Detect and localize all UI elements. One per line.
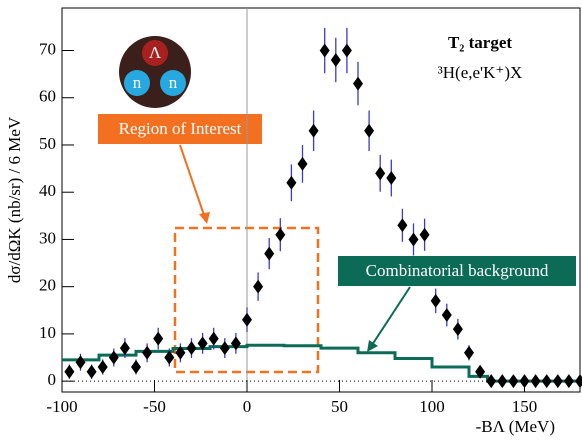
x-tick-label: 150 [512, 397, 538, 416]
data-point [430, 293, 441, 308]
region-label: Region of Interest [119, 119, 242, 138]
x-tick-label: 50 [331, 397, 348, 416]
data-point [386, 171, 397, 186]
data-point [219, 341, 230, 356]
y-tick-label: 10 [39, 323, 56, 342]
data-point [164, 350, 175, 365]
data-point [552, 374, 563, 389]
background-curve [62, 343, 580, 383]
region-box [98, 114, 262, 144]
data-point [330, 52, 341, 67]
background-box [338, 256, 576, 286]
data-point [230, 336, 241, 351]
data-point [175, 345, 186, 360]
data-point [308, 123, 319, 138]
nucleus-icon: Λ n n [119, 36, 191, 108]
data-point [353, 76, 363, 91]
data-point [441, 308, 452, 323]
data-point [275, 227, 286, 242]
data-point [131, 359, 141, 374]
data-point [541, 374, 552, 389]
data-point [197, 336, 208, 351]
target-label: T₂ target [448, 33, 512, 52]
data-point [97, 359, 108, 374]
data-point [75, 355, 86, 370]
x-tick-label: -100 [46, 397, 77, 416]
arrow-head [367, 340, 378, 352]
reaction-label: ³H(e,e'K⁺)X [438, 63, 523, 82]
data-point [530, 374, 541, 389]
y-tick-label: 30 [39, 228, 56, 247]
data-point [397, 218, 408, 233]
data-point [419, 227, 430, 242]
y-tick-label: 50 [39, 134, 56, 153]
data-point [464, 345, 474, 360]
data-point [319, 43, 330, 58]
y-tick-label: 0 [48, 370, 57, 389]
data-point [186, 341, 197, 356]
data-point [142, 345, 153, 360]
data-point [153, 331, 164, 346]
x-tick-label: -50 [143, 397, 166, 416]
data-point [208, 331, 219, 346]
lambda-label: Λ [149, 43, 162, 62]
background-label: Combinatorial background [366, 261, 549, 280]
region-arrow [179, 144, 206, 219]
data-point [264, 246, 275, 261]
data-point [497, 374, 508, 389]
y-tick-label: 20 [39, 276, 56, 295]
data-point [475, 364, 486, 379]
arrow-head [199, 212, 210, 224]
data-point [297, 156, 308, 171]
data-point [286, 175, 297, 190]
x-tick-label: 0 [243, 397, 252, 416]
data-point [86, 364, 97, 379]
data-point [452, 322, 463, 337]
data-point [486, 374, 497, 389]
data-point [364, 123, 375, 138]
data-point [119, 341, 130, 356]
data-point [253, 279, 264, 294]
data-point [375, 166, 386, 181]
y-tick-label: 60 [39, 87, 56, 106]
plot-frame [61, 7, 581, 393]
neutron-label: n [133, 73, 142, 92]
data-point [408, 232, 419, 247]
data-point [563, 374, 574, 389]
neutron-label: n [169, 73, 178, 92]
x-tick-label: 100 [419, 397, 445, 416]
data-point [64, 364, 75, 379]
data-point [242, 312, 252, 327]
y-axis-label: dσ/dΩK (nb/sr) / 6 MeV [5, 116, 24, 283]
data-point [108, 350, 119, 365]
x-axis-label: -BΛ (MeV) [476, 417, 555, 436]
data-point [519, 374, 530, 389]
y-tick-label: 40 [39, 181, 56, 200]
data-point [575, 374, 582, 389]
data-point [341, 43, 352, 58]
background-arrow [371, 286, 411, 346]
y-tick-label: 70 [39, 39, 56, 58]
data-point [508, 374, 519, 389]
